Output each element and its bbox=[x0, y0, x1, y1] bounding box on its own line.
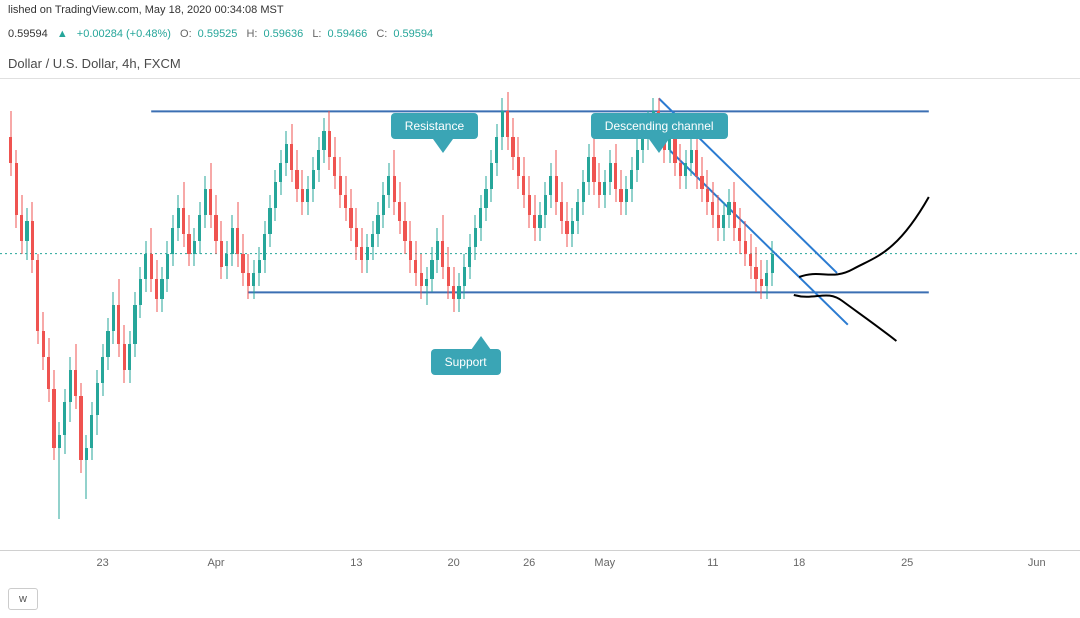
x-axis: 23 Apr 13 20 26 May 11 18 25 Jun bbox=[0, 550, 1080, 578]
l-label: L: bbox=[312, 28, 321, 40]
symbol-title: Dollar / U.S. Dollar, 4h, FXCM bbox=[0, 52, 189, 75]
candlestick-chart[interactable]: Resistance Descending channel Support bbox=[0, 78, 1080, 550]
xtick: 20 bbox=[447, 557, 459, 569]
xtick: 11 bbox=[707, 557, 718, 569]
timeframe-button[interactable]: w bbox=[8, 588, 38, 610]
publish-header: lished on TradingView.com, May 18, 2020 … bbox=[0, 0, 1080, 24]
callout-support: Support bbox=[431, 349, 501, 375]
h-value: 0.59636 bbox=[263, 28, 303, 40]
toolbar: w bbox=[8, 588, 38, 610]
callout-resistance: Resistance bbox=[391, 113, 478, 139]
xtick: Apr bbox=[207, 557, 224, 569]
callout-descending-channel: Descending channel bbox=[591, 113, 728, 139]
o-label: O: bbox=[180, 28, 192, 40]
xtick: 13 bbox=[350, 557, 362, 569]
c-label: C: bbox=[376, 28, 387, 40]
up-arrow-icon: ▲ bbox=[57, 28, 68, 40]
h-label: H: bbox=[246, 28, 257, 40]
last-price: 0.59594 bbox=[8, 28, 48, 40]
xtick: 26 bbox=[523, 557, 535, 569]
publish-text: lished on TradingView.com, May 18, 2020 … bbox=[8, 4, 284, 16]
xtick: May bbox=[594, 557, 615, 569]
price-change: +0.00284 (+0.48%) bbox=[77, 28, 171, 40]
l-value: 0.59466 bbox=[328, 28, 368, 40]
xtick: 23 bbox=[96, 557, 108, 569]
ohlc-row: 0.59594 ▲ +0.00284 (+0.48%) O: 0.59525 H:… bbox=[0, 24, 1080, 48]
xtick: 18 bbox=[793, 557, 805, 569]
xtick: Jun bbox=[1028, 557, 1046, 569]
xtick: 25 bbox=[901, 557, 913, 569]
o-value: 0.59525 bbox=[198, 28, 238, 40]
c-value: 0.59594 bbox=[393, 28, 433, 40]
